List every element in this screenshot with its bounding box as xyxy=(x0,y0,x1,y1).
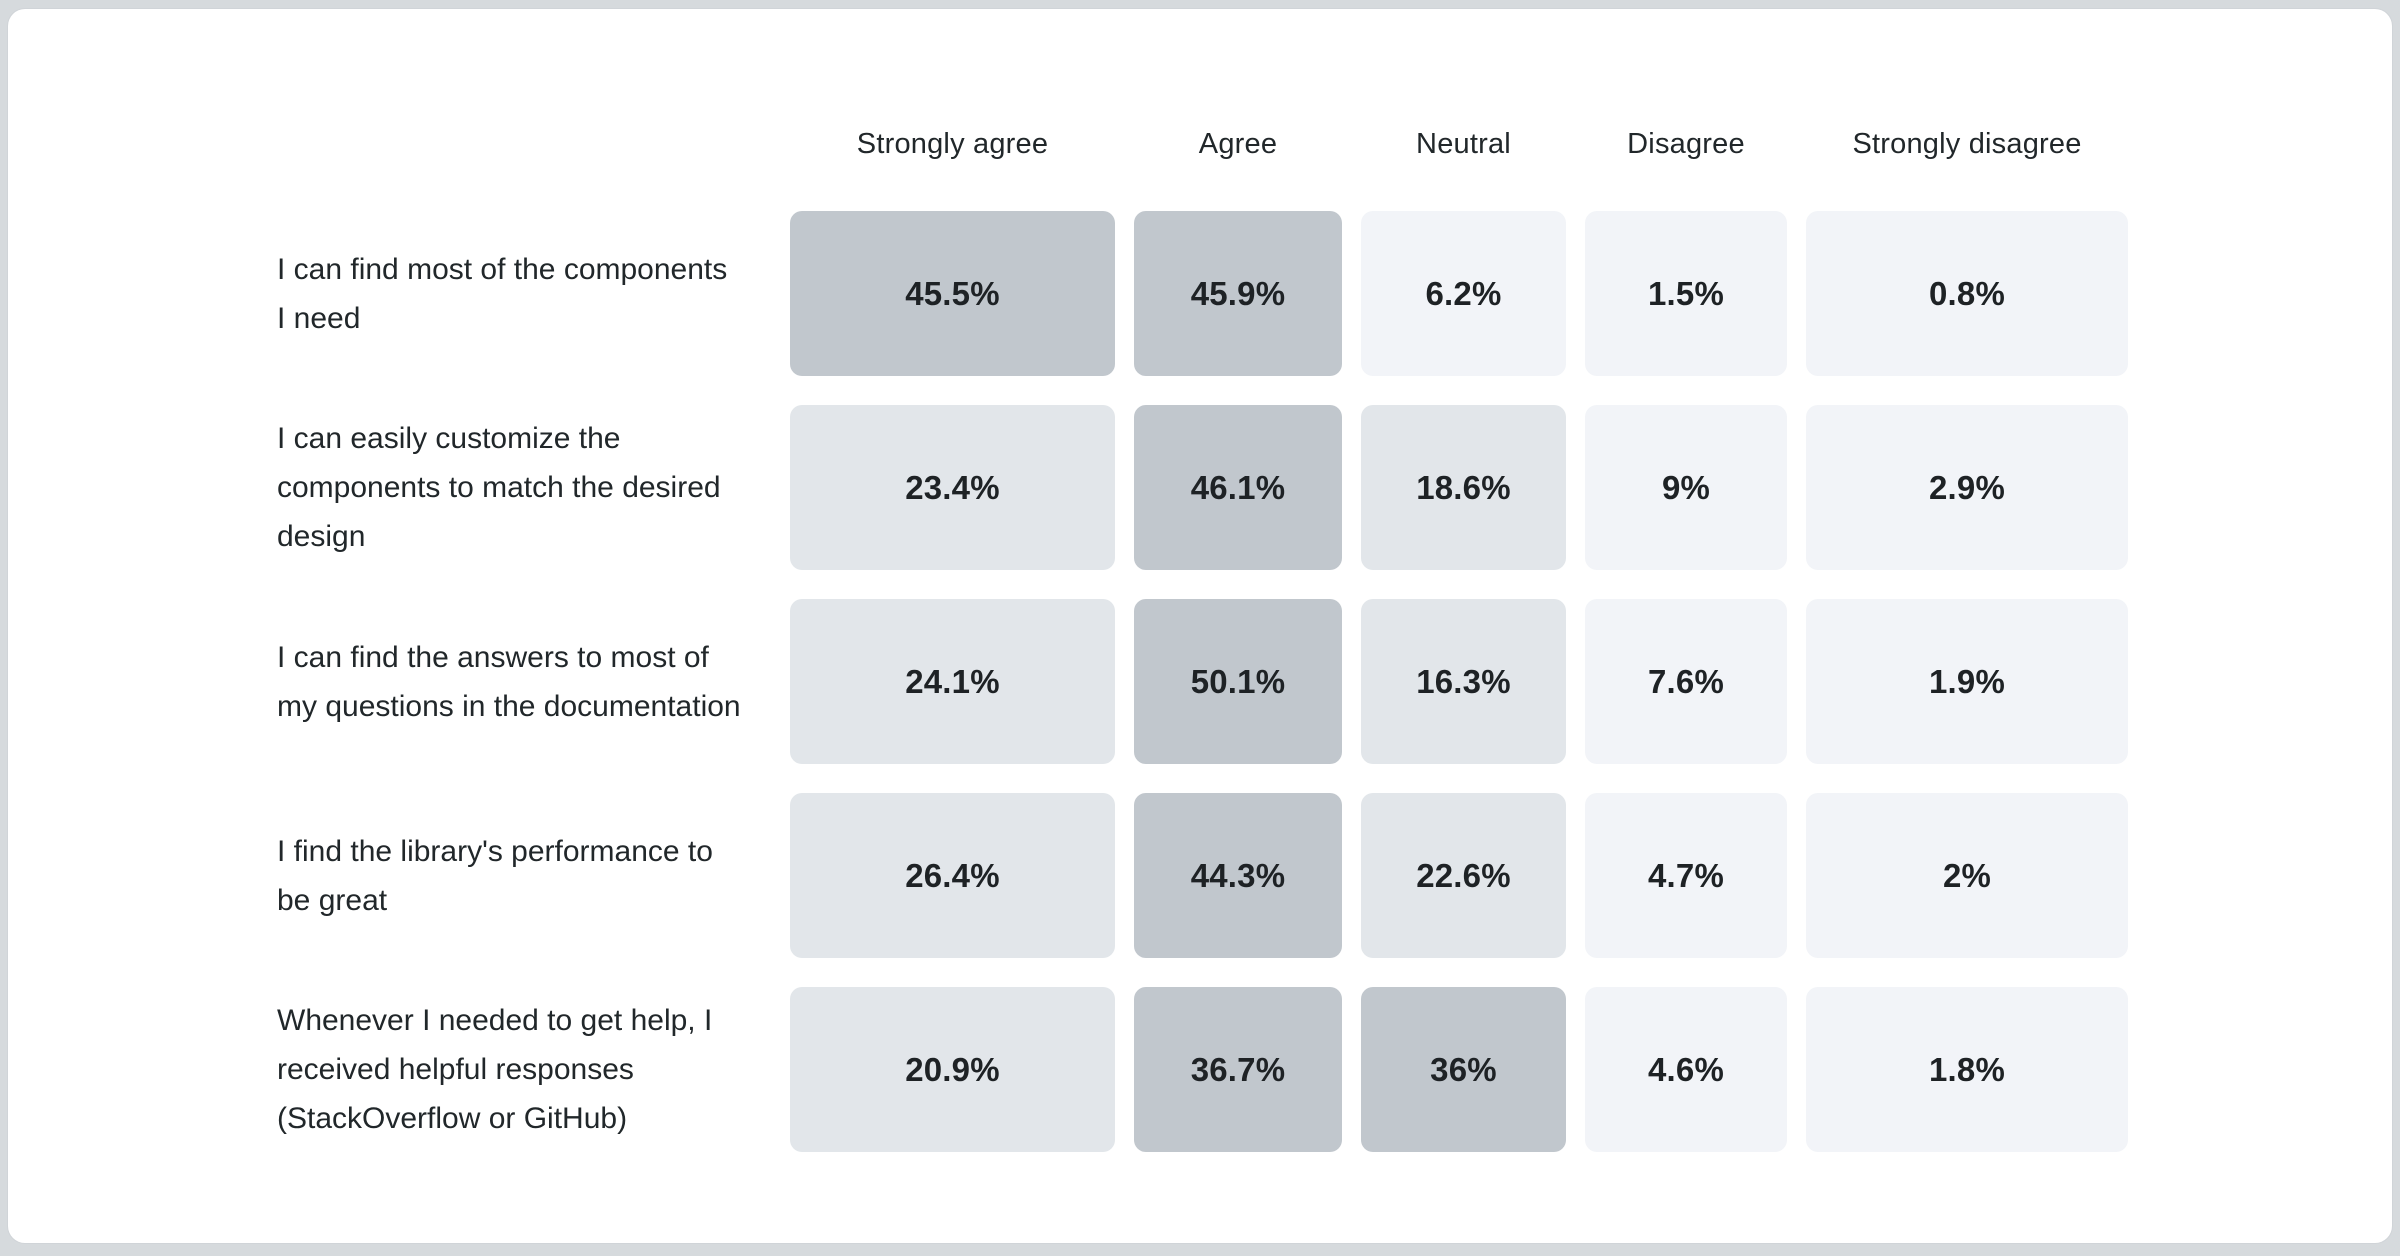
heatmap-cell: 18.6% xyxy=(1361,405,1566,570)
column-header: Strongly disagree xyxy=(1852,127,2082,160)
cell-value: 4.6% xyxy=(1647,1050,1725,1088)
heatmap-rows: I can find most of the components I need… xyxy=(277,211,2128,1152)
cell-value: 45.5% xyxy=(905,274,1000,312)
table-row: I can find most of the components I need… xyxy=(277,211,2128,376)
cell-value: 26.4% xyxy=(905,856,1000,894)
heatmap-cell: 36.7% xyxy=(1134,987,1342,1152)
heatmap-cell: 0.8% xyxy=(1806,211,2128,376)
cell-value: 46.1% xyxy=(1190,468,1286,506)
heatmap-cell: 23.4% xyxy=(790,405,1115,570)
heatmap-cell: 44.3% xyxy=(1134,793,1342,958)
heatmap-cell: 1.8% xyxy=(1806,987,2128,1152)
heatmap-cell: 24.1% xyxy=(790,599,1115,764)
cell-value: 24.1% xyxy=(905,662,1000,700)
table-row: I can easily customize the components to… xyxy=(277,405,2128,570)
cell-value: 23.4% xyxy=(905,468,1000,506)
row-label: I find the library's performance to be g… xyxy=(277,834,713,917)
table-row: I find the library's performance to be g… xyxy=(277,793,2128,958)
cell-value: 36% xyxy=(1430,1050,1497,1088)
column-header: Agree xyxy=(1198,127,1278,160)
heatmap-cell: 9% xyxy=(1585,405,1787,570)
row-label: Whenever I needed to get help, I receive… xyxy=(277,1004,713,1135)
heatmap-table: Strongly agree Agree Neutral Disagree Strong… xyxy=(277,124,2128,1152)
cell-value: 44.3% xyxy=(1190,856,1286,894)
row-label: I can find the answers to most of my que… xyxy=(277,640,741,723)
heatmap-cell: 45.5% xyxy=(790,211,1115,376)
cell-value: 1.8% xyxy=(1928,1050,2006,1088)
heatmap-cell: 20.9% xyxy=(790,987,1115,1152)
row-label: I can find most of the components I need xyxy=(277,252,728,335)
column-header: Disagree xyxy=(1627,127,1745,160)
heatmap-cell: 1.9% xyxy=(1806,599,2128,764)
cell-value: 16.3% xyxy=(1416,662,1511,700)
cell-value: 1.5% xyxy=(1647,274,1725,312)
cell-value: 9% xyxy=(1661,468,1711,506)
heatmap-header-row: Strongly agree Agree Neutral Disagree Strong… xyxy=(277,124,2128,164)
cell-value: 20.9% xyxy=(905,1050,1000,1088)
heatmap-cell: 45.9% xyxy=(1134,211,1342,376)
heatmap-cell: 26.4% xyxy=(790,793,1115,958)
heatmap-cell: 22.6% xyxy=(1361,793,1566,958)
heatmap-cell: 1.5% xyxy=(1585,211,1787,376)
cell-value: 6.2% xyxy=(1425,274,1502,312)
heatmap-cell: 7.6% xyxy=(1585,599,1787,764)
heatmap-cell: 4.7% xyxy=(1585,793,1787,958)
heatmap-cell: 46.1% xyxy=(1134,405,1342,570)
cell-value: 2% xyxy=(1942,856,1992,894)
cell-value: 0.8% xyxy=(1928,274,2006,312)
row-label: I can easily customize the components to… xyxy=(277,422,721,553)
cell-value: 36.7% xyxy=(1190,1050,1286,1088)
cell-value: 45.9% xyxy=(1190,274,1286,312)
heatmap-cell: 50.1% xyxy=(1134,599,1342,764)
column-header: Neutral xyxy=(1416,127,1511,160)
cell-value: 1.9% xyxy=(1928,662,2006,700)
survey-results-card: Strongly agree Agree Neutral Disagree Strong… xyxy=(7,8,2393,1244)
column-header: Strongly agree xyxy=(856,127,1049,160)
heatmap-cell: 6.2% xyxy=(1361,211,1566,376)
cell-value: 4.7% xyxy=(1647,856,1725,894)
heatmap-cell: 2% xyxy=(1806,793,2128,958)
heatmap-cell: 4.6% xyxy=(1585,987,1787,1152)
cell-value: 22.6% xyxy=(1416,856,1511,894)
heatmap-cell: 2.9% xyxy=(1806,405,2128,570)
table-row: Whenever I needed to get help, I receive… xyxy=(277,987,2128,1152)
cell-value: 18.6% xyxy=(1416,468,1511,506)
heatmap-cell: 36% xyxy=(1361,987,1566,1152)
heatmap-cell: 16.3% xyxy=(1361,599,1566,764)
table-row: I can find the answers to most of my que… xyxy=(277,599,2128,764)
cell-value: 7.6% xyxy=(1647,662,1725,700)
cell-value: 50.1% xyxy=(1190,662,1286,700)
cell-value: 2.9% xyxy=(1928,468,2006,506)
